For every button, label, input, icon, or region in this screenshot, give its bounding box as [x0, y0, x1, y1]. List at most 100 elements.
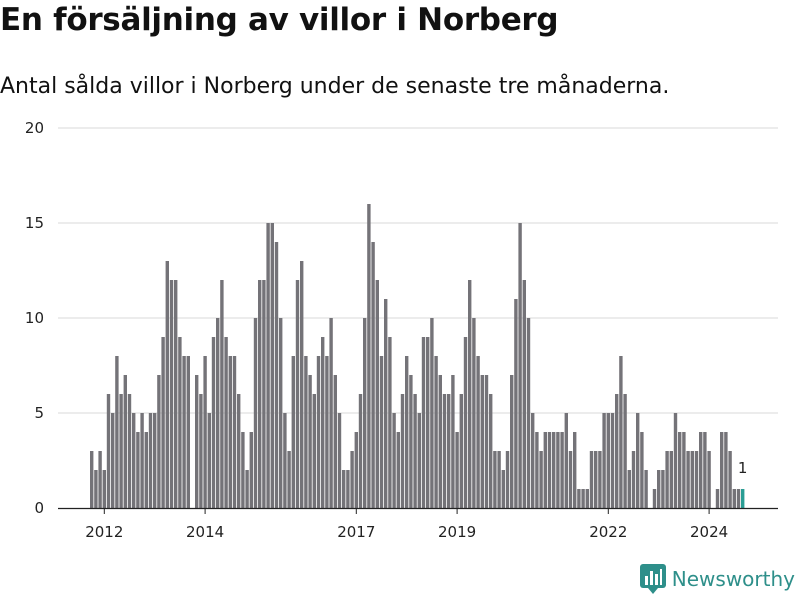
bar [409, 375, 413, 508]
bar [392, 413, 396, 508]
bar [119, 394, 123, 508]
bar [174, 280, 178, 508]
bar [367, 204, 371, 508]
x-tick-label: 2022 [589, 523, 627, 541]
bar [140, 413, 144, 508]
bar [123, 375, 127, 508]
bar [283, 413, 287, 508]
bar-chart-logo-icon [639, 564, 666, 594]
brand-logo: Newsworthy [639, 564, 795, 594]
bar [451, 375, 455, 508]
bar [342, 470, 346, 508]
bar [577, 489, 581, 508]
bar [211, 337, 216, 508]
bar [732, 489, 736, 508]
bar [203, 356, 207, 508]
bar [291, 356, 295, 508]
y-tick-label: 15 [25, 214, 44, 232]
bar [94, 470, 98, 508]
bar [602, 413, 606, 508]
bar [720, 432, 724, 508]
bar [564, 413, 568, 508]
bar [501, 470, 505, 508]
bar [694, 451, 699, 508]
bar [652, 489, 657, 508]
bar [153, 413, 157, 508]
bar [384, 299, 388, 508]
bar [686, 451, 690, 508]
bar [405, 356, 409, 508]
y-tick-label: 5 [34, 404, 44, 422]
bar [346, 470, 350, 508]
bar [417, 413, 421, 508]
bar [459, 394, 463, 508]
bar [237, 394, 241, 508]
bar [329, 318, 333, 508]
bar [148, 413, 153, 508]
x-tick-label: 2024 [690, 523, 728, 541]
bar [430, 318, 434, 508]
bar [220, 280, 224, 508]
x-tick-label: 2019 [438, 523, 476, 541]
bar [484, 375, 489, 508]
bar [245, 470, 249, 508]
bar [379, 356, 384, 508]
bar [682, 432, 686, 508]
bar [287, 451, 291, 508]
bar [115, 356, 119, 508]
bar [665, 451, 669, 508]
bar [556, 432, 560, 508]
bar [505, 451, 510, 508]
bar [480, 375, 484, 508]
bar [304, 356, 308, 508]
bar [728, 451, 732, 508]
bar [560, 432, 564, 508]
bar [669, 451, 673, 508]
bar [371, 242, 375, 508]
bar [615, 394, 619, 508]
bar [585, 489, 589, 508]
bar [350, 451, 354, 508]
bar [640, 432, 644, 508]
bar [224, 337, 228, 508]
bar [312, 394, 316, 508]
brand-name: Newsworthy [671, 567, 795, 591]
bar [531, 413, 535, 508]
bar [568, 451, 573, 508]
bar [631, 451, 636, 508]
bar [547, 432, 552, 508]
bar [98, 451, 102, 508]
bar [300, 261, 304, 508]
bar [388, 337, 392, 508]
bar [258, 280, 262, 508]
bar [199, 394, 203, 508]
bar [216, 318, 220, 508]
bar [358, 394, 363, 508]
bar [249, 432, 253, 508]
bar [144, 432, 148, 508]
bar [90, 451, 94, 508]
bar [325, 356, 329, 508]
bar [736, 489, 741, 508]
bar [644, 470, 648, 508]
bar [186, 356, 190, 508]
bar [321, 337, 325, 508]
bar [514, 299, 518, 508]
bar [715, 489, 720, 508]
bar [426, 337, 430, 508]
bar [165, 261, 169, 508]
x-tick-label: 2014 [186, 523, 224, 541]
bar [195, 375, 199, 508]
bar [413, 394, 417, 508]
y-tick-label: 10 [25, 309, 44, 327]
bar [476, 356, 480, 508]
bar [690, 451, 694, 508]
bar [169, 280, 174, 508]
bar [308, 375, 312, 508]
bar [673, 413, 678, 508]
bar [438, 375, 442, 508]
bar [333, 375, 337, 508]
bar [442, 394, 447, 508]
bar [274, 242, 279, 508]
bar [510, 375, 514, 508]
